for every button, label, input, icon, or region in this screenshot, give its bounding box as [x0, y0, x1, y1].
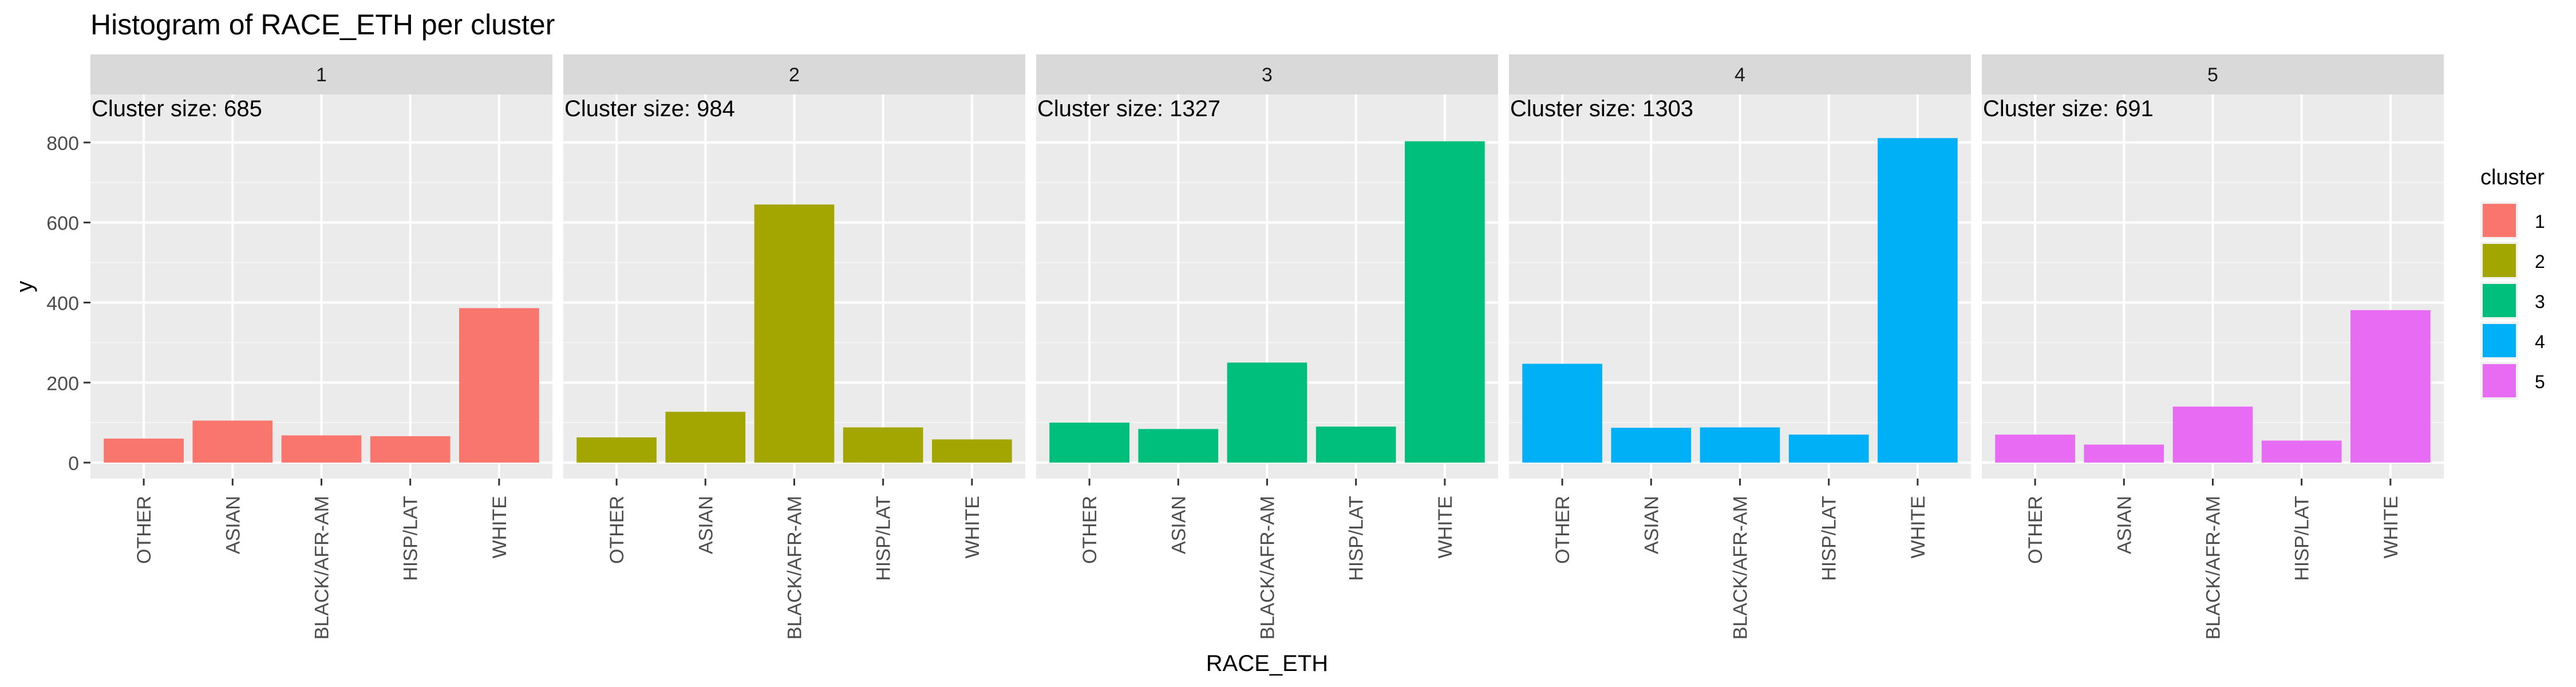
x-tick-label: OTHER	[1552, 496, 1574, 564]
x-tick-label: ASIAN	[2113, 496, 2135, 554]
y-tick-label: 600	[46, 213, 79, 235]
bar-cluster-4-other	[1522, 364, 1602, 463]
cluster-size-annotation: Cluster size: 1303	[1510, 96, 1693, 121]
bar-cluster-3-other	[1049, 423, 1129, 463]
cluster-size-annotation: Cluster size: 691	[1983, 96, 2154, 121]
x-tick-label: HISP/LAT	[873, 496, 895, 581]
x-tick-label: HISP/LAT	[400, 496, 422, 581]
x-tick-label: OTHER	[1079, 496, 1101, 564]
bar-cluster-3-asian	[1138, 429, 1219, 463]
y-tick-label: 200	[46, 373, 79, 394]
cluster-size-annotation: Cluster size: 984	[564, 96, 735, 121]
cluster-size-annotation: Cluster size: 685	[92, 96, 262, 121]
chart-title: Histogram of RACE_ETH per cluster	[90, 9, 555, 41]
facet-strip	[90, 54, 552, 94]
x-tick-label: BLACK/AFR-AM	[2203, 496, 2225, 639]
bar-cluster-5-other	[1995, 435, 2075, 463]
legend-label: 1	[2535, 211, 2545, 232]
legend: cluster 1 2 3 4 5	[2480, 165, 2545, 400]
legend-swatch	[2483, 244, 2516, 277]
bar-cluster-2-other	[576, 437, 657, 463]
facet-strip	[1982, 54, 2444, 94]
facet-strip-label: 1	[316, 64, 327, 86]
bar-cluster-4-hisp-lat	[1788, 435, 1869, 463]
facet-strip-label: 3	[1262, 64, 1273, 86]
x-tick-label: BLACK/AFR-AM	[311, 496, 333, 639]
bar-cluster-1-asian	[192, 420, 273, 463]
cluster-size-annotation: Cluster size: 1327	[1037, 96, 1220, 121]
x-tick-label: ASIAN	[1168, 496, 1190, 554]
x-tick-label: WHITE	[962, 496, 983, 559]
legend-title: cluster	[2480, 165, 2545, 189]
legend-swatch	[2483, 284, 2516, 317]
x-tick-label: ASIAN	[1641, 496, 1662, 554]
legend-swatch	[2483, 324, 2516, 357]
y-tick-label: 800	[46, 133, 79, 155]
facet-strip	[1036, 54, 1498, 94]
facet-strip	[563, 54, 1025, 94]
x-tick-label: BLACK/AFR-AM	[1257, 496, 1279, 639]
y-tick-label: 400	[46, 293, 79, 314]
bar-cluster-3-hisp-lat	[1315, 427, 1396, 463]
bar-cluster-5-hisp-lat	[2261, 440, 2342, 463]
bar-cluster-1-white	[459, 308, 539, 463]
facet-strip-label: 5	[2207, 64, 2218, 86]
legend-label: 3	[2535, 291, 2545, 312]
bar-cluster-3-black-afr-am	[1227, 362, 1307, 463]
bar-cluster-2-white	[932, 439, 1012, 463]
x-tick-label: OTHER	[133, 496, 155, 564]
x-tick-label: WHITE	[2380, 496, 2402, 559]
x-tick-label: HISP/LAT	[1819, 496, 1840, 581]
x-tick-label: ASIAN	[222, 496, 244, 554]
x-tick-label: OTHER	[2025, 496, 2046, 564]
bar-cluster-4-black-afr-am	[1700, 427, 1780, 463]
x-tick-label: BLACK/AFR-AM	[1730, 496, 1752, 639]
y-axis-label: y	[12, 281, 37, 293]
legend-label: 4	[2535, 331, 2545, 352]
legend-label: 2	[2535, 251, 2545, 272]
legend-swatch	[2483, 364, 2516, 397]
bar-cluster-1-other	[104, 439, 184, 463]
bar-cluster-2-black-afr-am	[754, 204, 835, 463]
x-tick-label: HISP/LAT	[2291, 496, 2313, 581]
x-tick-label: WHITE	[1907, 496, 1929, 559]
facet-strip-label: 4	[1735, 64, 1745, 86]
legend-swatch	[2483, 204, 2516, 237]
x-tick-label: WHITE	[489, 496, 511, 559]
y-tick-label: 0	[68, 453, 79, 475]
facet-panels: 0 200 400 600 800 1 OTHER ASIAN BLACK/AFR-AM HISP…	[46, 54, 2444, 639]
x-tick-label: WHITE	[1435, 496, 1456, 559]
legend-items: 1 2 3 4 5	[2480, 202, 2545, 400]
bar-cluster-1-black-afr-am	[281, 435, 362, 463]
facet-strip-label: 2	[789, 64, 800, 86]
bar-cluster-4-asian	[1611, 428, 1692, 463]
bar-cluster-5-black-afr-am	[2172, 406, 2253, 463]
x-tick-label: OTHER	[606, 496, 628, 564]
bar-cluster-5-asian	[2084, 444, 2164, 463]
x-tick-label: BLACK/AFR-AM	[784, 496, 806, 639]
x-tick-label: HISP/LAT	[1346, 496, 1368, 581]
x-tick-label: ASIAN	[695, 496, 717, 554]
bar-cluster-5-white	[2350, 310, 2431, 463]
x-axis-label: RACE_ETH	[1206, 651, 1328, 676]
bar-cluster-2-hisp-lat	[843, 427, 923, 463]
bar-cluster-2-asian	[665, 412, 746, 463]
legend-label: 5	[2535, 372, 2545, 392]
facet-strip	[1509, 54, 1971, 94]
bar-cluster-4-white	[1878, 138, 1958, 463]
bar-cluster-1-hisp-lat	[370, 436, 451, 463]
bar-cluster-3-white	[1405, 141, 1485, 463]
